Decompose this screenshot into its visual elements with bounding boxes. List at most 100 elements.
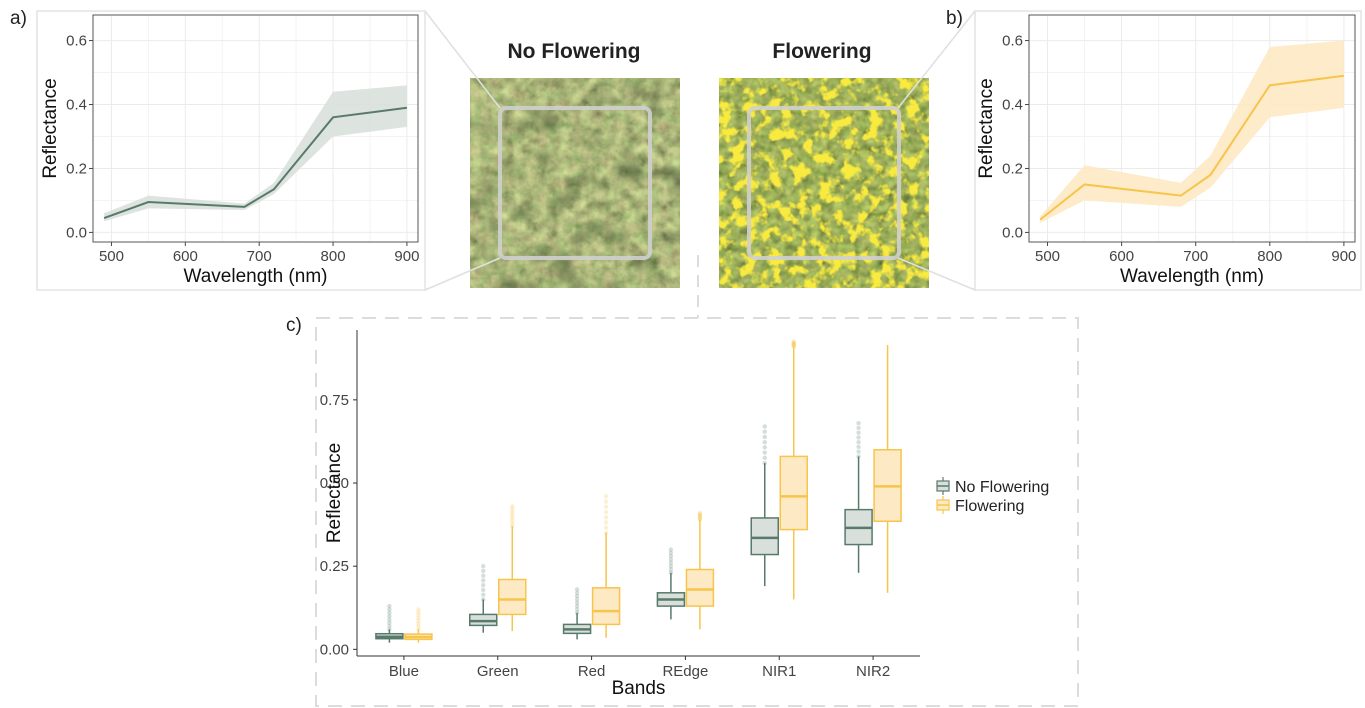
- panel-label-b: b): [946, 8, 963, 29]
- box: [498, 578, 527, 616]
- outlier-point: [574, 593, 580, 599]
- y-tick-label: 0.50: [320, 475, 349, 492]
- y-axis-label: Reflectance: [40, 78, 61, 178]
- outlier-point: [416, 610, 421, 615]
- outlier-point: [762, 434, 767, 440]
- panel-a-frame: [36, 10, 426, 291]
- y-axis-label: Reflectance: [324, 443, 345, 543]
- outlier-point: [856, 425, 861, 431]
- outlier-point: [697, 516, 703, 521]
- x-tick-label: 700: [247, 248, 272, 265]
- x-tick-label: 800: [321, 248, 346, 265]
- series-line: [103, 106, 408, 219]
- outlier-point: [856, 420, 861, 426]
- outlier-point: [762, 424, 767, 429]
- outlier-point: [791, 342, 796, 347]
- outlier-point: [697, 514, 703, 519]
- outlier-point: [762, 445, 767, 450]
- x-axis-label: Wavelength (nm): [184, 266, 328, 287]
- box: [750, 517, 779, 556]
- outlier-point: [510, 506, 515, 512]
- y-tick-label: 0.0: [66, 224, 87, 241]
- outlier-point: [481, 563, 486, 569]
- x-tick-label: Blue: [389, 663, 419, 680]
- outlier-point: [697, 512, 703, 518]
- outlier-point: [697, 510, 703, 516]
- outlier-point: [603, 515, 609, 520]
- x-tick-label: NIR2: [856, 663, 890, 680]
- outlier-point: [387, 603, 392, 609]
- outlier-point: [416, 607, 421, 612]
- x-tick-label: 500: [99, 248, 124, 265]
- flowering-photo-title: Flowering: [772, 40, 872, 63]
- y-tick-label: 0.6: [66, 33, 87, 50]
- outlier-point: [668, 563, 674, 569]
- outlier-point: [416, 612, 421, 618]
- outlier-point: [510, 518, 515, 523]
- box: [685, 568, 715, 607]
- x-tick-label: 500: [1035, 248, 1060, 265]
- no-flowering-aerial-photo: [470, 78, 680, 288]
- outlier-point: [856, 439, 861, 445]
- x-tick-label: 600: [173, 248, 198, 265]
- connector-b-top: [897, 10, 976, 109]
- outlier-point: [668, 560, 674, 566]
- box: [591, 587, 621, 626]
- outlier-point: [510, 504, 515, 509]
- outlier-point: [697, 513, 703, 519]
- outlier-point: [856, 444, 861, 450]
- outlier-point: [416, 615, 421, 621]
- outlier-point: [481, 573, 486, 578]
- flowering-aerial-photo: [719, 78, 929, 288]
- chart-b: 500 600 700 800 900 0.0 0.2 0.4 0.6 Wavelength (n…: [976, 14, 1356, 287]
- panel-c-frame: [315, 317, 1079, 707]
- outlier-point: [510, 512, 515, 518]
- outlier-point: [791, 343, 796, 348]
- outlier-point: [574, 607, 580, 612]
- outlier-point: [387, 613, 392, 619]
- no-flowering-photo-title: No Flowering: [507, 40, 641, 63]
- outlier-point: [856, 454, 861, 459]
- y-tick-label: 0.2: [66, 160, 87, 177]
- connector-b-bottom: [897, 257, 976, 291]
- outlier-point: [791, 343, 796, 349]
- outlier-point: [603, 525, 609, 530]
- x-tick-label: 600: [1109, 248, 1134, 265]
- x-axis-label: Wavelength (nm): [1120, 266, 1264, 287]
- outlier-point: [603, 494, 609, 499]
- y-tick-label: 0.6: [1002, 33, 1023, 50]
- panel-label-c: c): [286, 315, 302, 336]
- outlier-point: [697, 511, 703, 517]
- outlier-point: [510, 521, 515, 526]
- outlier-point: [481, 578, 486, 583]
- outlier-point: [510, 515, 515, 520]
- outlier-point: [603, 509, 609, 515]
- outlier-point: [416, 624, 421, 629]
- y-tick-label: 0.00: [320, 641, 349, 658]
- y-axis-label: Reflectance: [976, 78, 997, 178]
- x-tick-label: 900: [1331, 248, 1356, 265]
- outlier-point: [762, 455, 767, 461]
- outlier-point: [791, 339, 796, 344]
- x-tick-label: 800: [1257, 248, 1282, 265]
- outlier-point: [668, 547, 674, 552]
- series-line: [1039, 74, 1345, 221]
- outlier-point: [574, 603, 580, 609]
- plot-border: [92, 14, 419, 243]
- y-tick-label: 0.4: [66, 97, 87, 114]
- y-tick-label: 0.25: [320, 558, 349, 575]
- outlier-point: [762, 450, 767, 455]
- x-tick-label: 900: [394, 248, 419, 265]
- outlier-point: [481, 587, 486, 593]
- outlier-point: [481, 568, 486, 574]
- outlier-point: [510, 509, 515, 515]
- outlier-point: [481, 592, 486, 597]
- y-tick-label: 0.0: [1002, 224, 1023, 241]
- outlier-point: [697, 515, 703, 520]
- x-axis-label: Bands: [612, 678, 666, 699]
- outlier-point: [574, 590, 580, 595]
- ribbon-band: [1040, 40, 1344, 223]
- legend-label: No Flowering: [955, 479, 1049, 496]
- connector-a-bottom: [424, 257, 501, 291]
- outlier-point: [416, 618, 421, 624]
